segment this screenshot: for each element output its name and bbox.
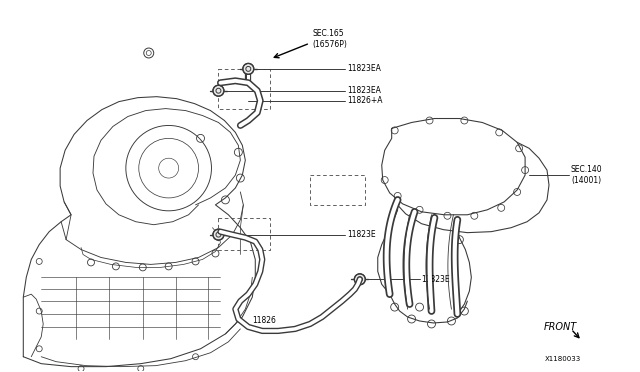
Circle shape	[213, 85, 224, 96]
Text: FRONT: FRONT	[544, 322, 577, 332]
Circle shape	[243, 63, 254, 74]
Text: X1180033: X1180033	[545, 356, 581, 362]
Text: SEC.140
(14001): SEC.140 (14001)	[571, 166, 602, 185]
Text: 11823E: 11823E	[347, 230, 376, 239]
Text: SEC.165
(16576P): SEC.165 (16576P)	[312, 29, 347, 49]
Circle shape	[213, 229, 224, 240]
Text: 11823EA: 11823EA	[347, 86, 381, 95]
Text: 11826: 11826	[252, 317, 276, 326]
Text: 11826+A: 11826+A	[347, 96, 382, 105]
Circle shape	[355, 274, 365, 285]
Text: 11823EA: 11823EA	[347, 64, 381, 73]
Text: 11823E: 11823E	[422, 275, 450, 284]
